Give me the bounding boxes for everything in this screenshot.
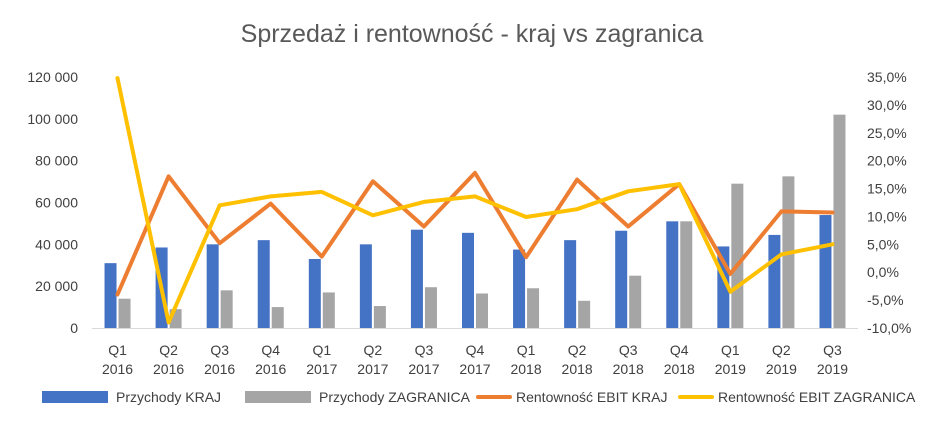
left-tick-label: 120 000 [27,69,78,85]
x-tick-quarter: Q2 [159,342,178,358]
x-tick-quarter: Q3 [823,342,842,358]
x-tick-year: 2018 [562,361,593,377]
x-tick-year: 2016 [204,361,235,377]
x-tick-year: 2016 [102,361,133,377]
legend-label: Przychody KRAJ [116,389,221,405]
right-tick-label: 5,0% [867,236,899,252]
left-axis: 0 20 000 40 000 60 000 80 000 100 000 120 000 [27,69,78,336]
right-tick-label: -5,0% [867,292,904,308]
bars-group [104,114,846,329]
x-tick-quarter: Q2 [772,342,791,358]
x-tick-quarter: Q4 [261,342,280,358]
chart-title: Sprzedaż i rentowność - kraj vs zagranic… [241,20,704,48]
bar-zagranica [476,293,488,328]
bar-zagranica [578,300,591,328]
x-tick-quarter: Q2 [364,342,383,358]
left-tick-label: 40 000 [35,236,78,252]
x-tick-year: 2017 [357,361,388,377]
x-tick-quarter: Q4 [670,342,689,358]
bar-zagranica [833,114,846,329]
x-tick-quarter: Q1 [721,342,740,358]
x-tick-year: 2016 [153,361,184,377]
x-tick-quarter: Q1 [517,342,536,358]
bar-kraj [104,263,117,328]
bar-zagranica [373,306,386,328]
right-tick-label: 15,0% [867,181,907,197]
x-tick-year: 2016 [255,361,286,377]
lines-group [115,76,835,325]
right-tick-label: 10,0% [867,208,907,224]
x-tick-year: 2018 [510,361,541,377]
legend-label: Przychody ZAGRANICA [319,389,471,405]
x-tick-year: 2019 [715,361,746,377]
x-tick-year: 2019 [817,361,848,377]
right-tick-label: 35,0% [867,69,907,85]
x-tick-quarter: Q4 [466,342,485,358]
x-tick-year: 2017 [408,361,439,377]
bar-zagranica [220,290,233,328]
x-tick-year: 2017 [459,361,490,377]
x-tick-quarter: Q2 [568,342,587,358]
right-axis: -10,0% -5,0% 0,0% 5,0% 10,0% 15,0% 20,0% 25,0% 3… [867,69,911,336]
bar-kraj [513,249,526,328]
bar-zagranica [271,307,284,328]
bar-kraj [819,215,832,328]
right-tick-label: 30,0% [867,97,907,113]
bar-zagranica [424,287,437,328]
legend-label: Rentowność EBIT KRAJ [516,389,667,405]
legend-label: Rentowność EBIT ZAGRANICA [718,389,916,405]
bar-zagranica [731,183,744,328]
x-tick-year: 2018 [664,361,695,377]
bar-kraj [666,221,679,328]
x-tick-quarter: Q1 [108,342,127,358]
bar-kraj [564,240,577,328]
bar-zagranica [118,298,131,328]
bar-kraj [768,234,781,328]
x-tick-year: 2018 [613,361,644,377]
bar-zagranica [629,275,642,328]
x-tick-quarter: Q3 [619,342,638,358]
left-tick-label: 60 000 [35,195,78,211]
legend-swatch [245,391,311,403]
bar-kraj [359,244,372,328]
right-tick-label: 25,0% [867,125,907,141]
left-tick-label: 100 000 [27,111,78,127]
bar-kraj [615,230,628,328]
bar-kraj [206,244,219,328]
bar-kraj [410,229,423,328]
line-ebit-kraj [115,170,835,297]
x-tick-quarter: Q3 [415,342,434,358]
bar-zagranica [527,288,540,328]
bar-kraj [462,232,474,328]
legend: Przychody KRAJ Przychody ZAGRANICA Rentown… [42,389,916,405]
bar-zagranica [680,221,693,328]
x-axis: Q1 2016 Q2 2016 Q3 2016 Q4 2016 Q1 2017 Q2 2017 Q3 20… [92,328,858,377]
x-tick-quarter: Q1 [312,342,331,358]
left-tick-label: 0 [70,320,78,336]
x-tick-quarter: Q3 [210,342,229,358]
right-tick-label: -10,0% [867,320,911,336]
bar-kraj [257,240,270,328]
left-tick-label: 20 000 [35,278,78,294]
line-ebit-zagranica [115,76,835,325]
right-tick-label: 20,0% [867,153,907,169]
right-tick-label: 0,0% [867,264,899,280]
x-tick-year: 2019 [766,361,797,377]
left-tick-label: 80 000 [35,153,78,169]
legend-swatch [42,391,108,403]
bar-kraj [308,258,321,328]
x-tick-year: 2017 [306,361,337,377]
bar-zagranica [322,292,335,328]
